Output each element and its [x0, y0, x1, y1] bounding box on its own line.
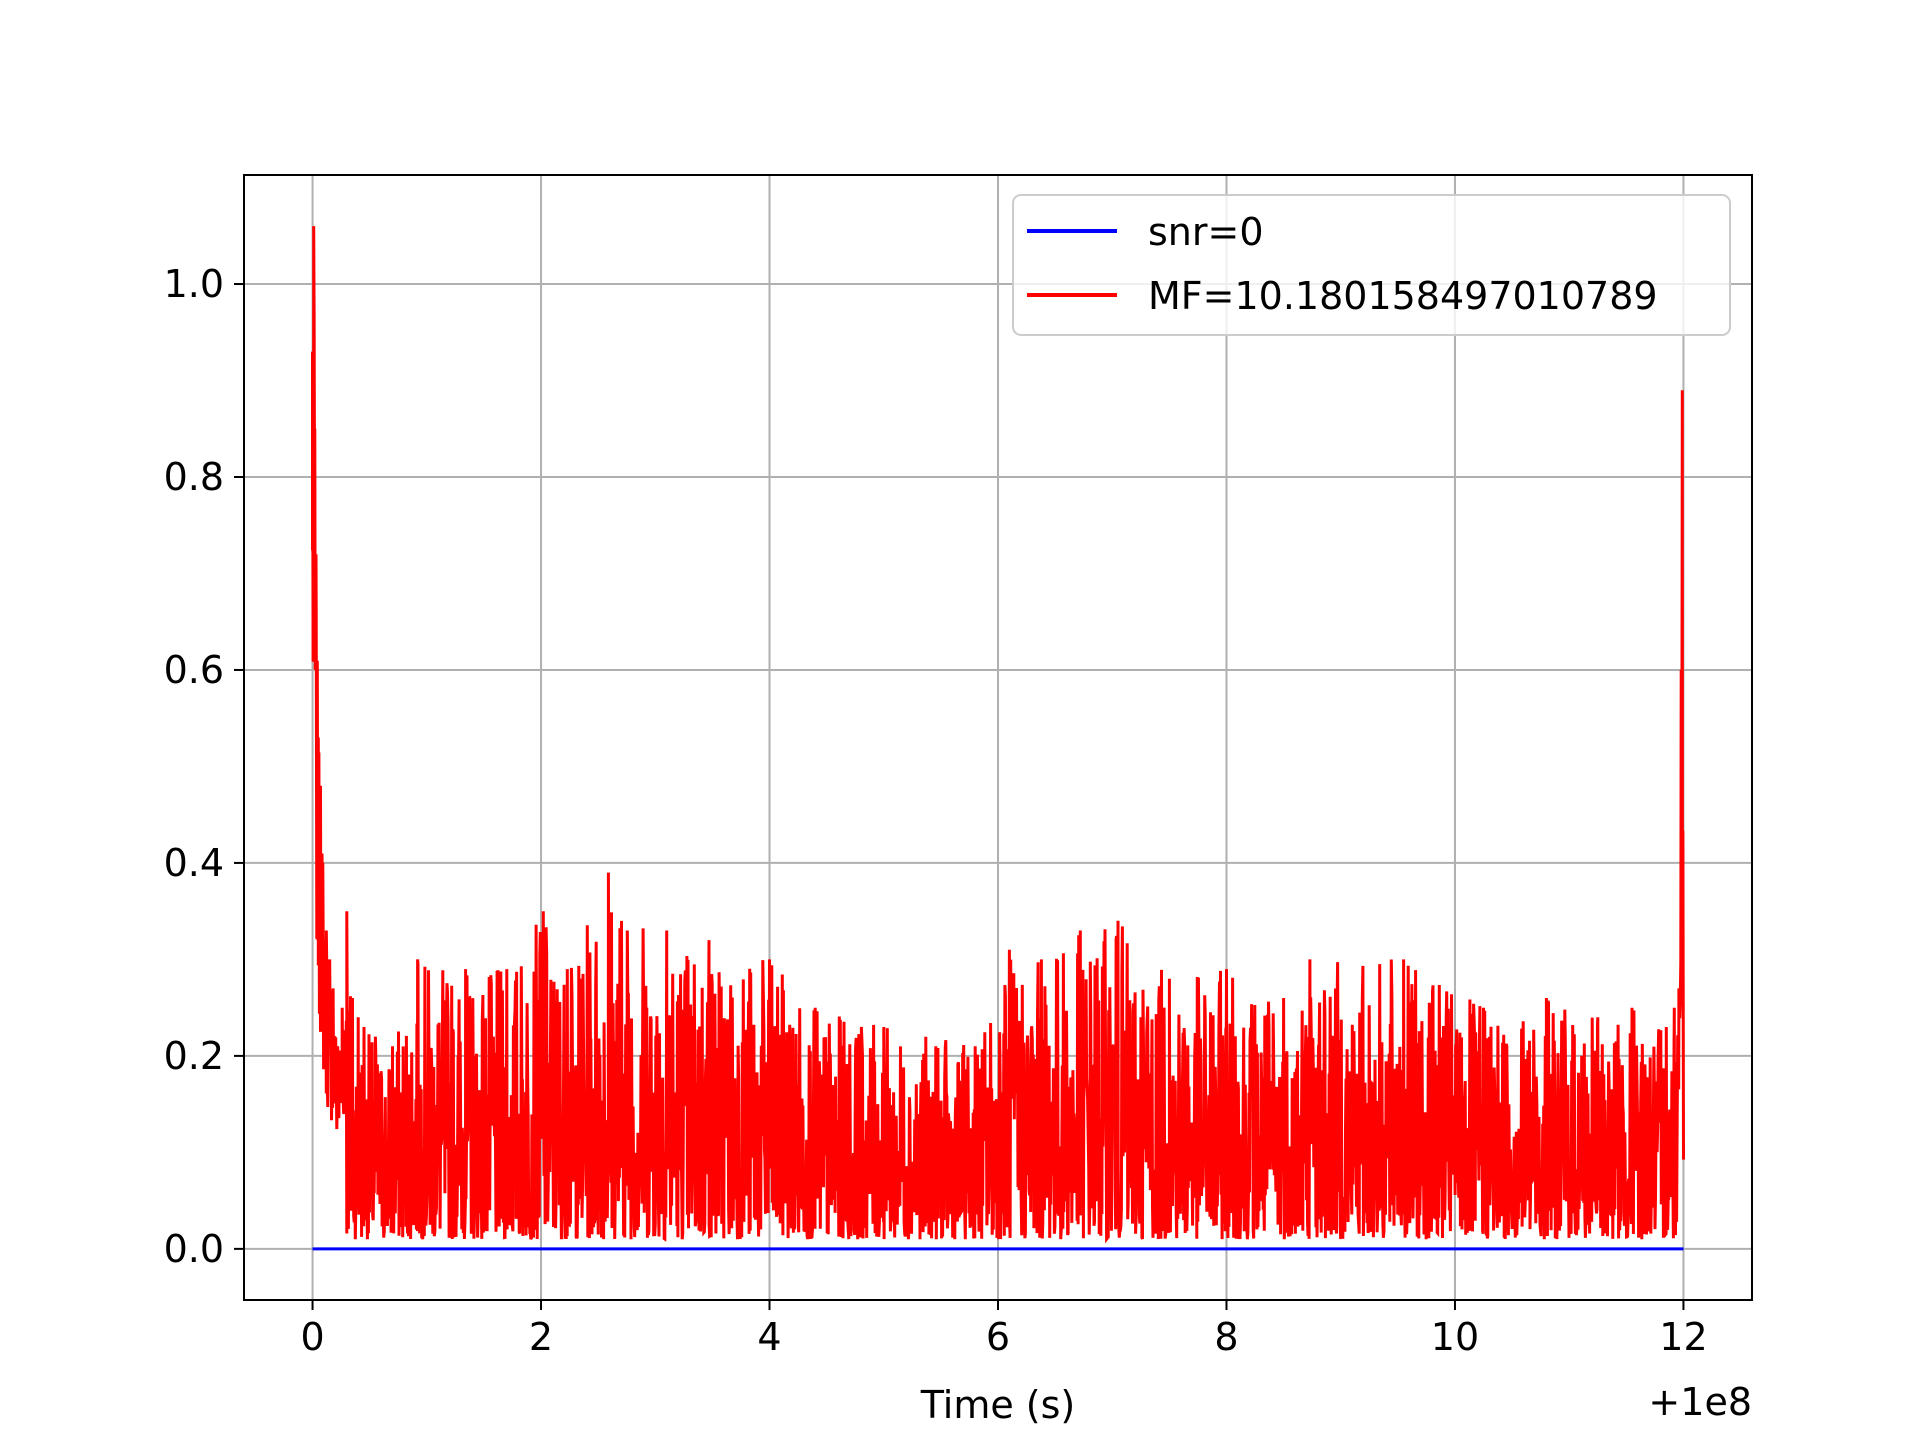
- y-tick-label: 1.0: [164, 262, 224, 306]
- x-tick-label: 8: [1214, 1315, 1238, 1359]
- legend-label-mf: MF=10.180158497010789: [1148, 274, 1658, 318]
- y-tick-label: 0.6: [164, 648, 224, 692]
- legend: snr=0 MF=10.180158497010789: [1012, 194, 1731, 336]
- legend-box: [1012, 194, 1731, 336]
- x-tick-label: 6: [986, 1315, 1010, 1359]
- x-axis-offset-label: +1e8: [1648, 1380, 1752, 1424]
- legend-label-snr: snr=0: [1148, 210, 1264, 254]
- x-axis-label: Time (s): [920, 1383, 1076, 1427]
- x-tick-label: 12: [1659, 1315, 1707, 1359]
- series-line-1: [311, 226, 1685, 1244]
- axis-ticks: 0 2 4 6 8 10 12 0.0 0.2 0.4 0.6 0.8 1.0: [164, 262, 1708, 1359]
- x-tick-label: 10: [1431, 1315, 1479, 1359]
- x-tick-label: 4: [757, 1315, 781, 1359]
- y-tick-label: 0.2: [164, 1034, 224, 1078]
- y-tick-label: 0.8: [164, 455, 224, 499]
- y-tick-label: 0.0: [164, 1227, 224, 1271]
- plot-lines: [311, 226, 1685, 1251]
- x-tick-label: 2: [529, 1315, 553, 1359]
- x-tick-label: 0: [300, 1315, 324, 1359]
- y-tick-label: 0.4: [164, 841, 224, 885]
